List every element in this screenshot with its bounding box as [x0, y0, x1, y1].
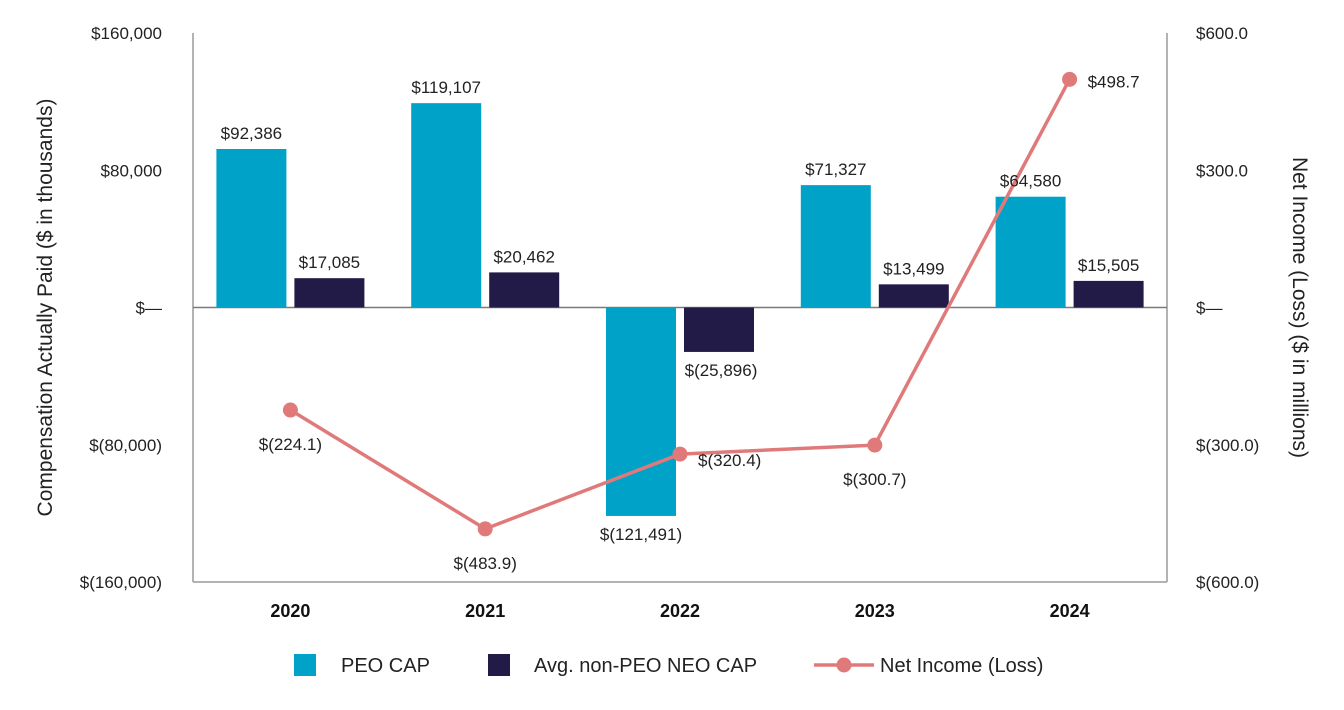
neo-cap-value-label: $15,505	[1078, 256, 1139, 275]
neo-cap-value-label: $13,499	[883, 259, 944, 278]
net-income-point	[867, 437, 883, 453]
right-tick-label: $—	[1196, 299, 1222, 318]
neo-cap-value-label: $17,085	[299, 253, 360, 272]
net-income-point	[477, 521, 493, 537]
net-income-point	[1062, 71, 1078, 87]
right-tick-label: $600.0	[1196, 24, 1248, 43]
right-axis-title: Net Income (Loss) ($ in millions)	[1288, 157, 1311, 458]
legend-label-net-income: Net Income (Loss)	[880, 655, 1043, 677]
neo-cap-bar	[684, 307, 754, 352]
net-income-point	[672, 446, 688, 462]
neo-cap-bar	[1073, 280, 1144, 308]
peo-cap-bar	[606, 307, 676, 516]
peo-cap-value-label: $119,107	[411, 78, 481, 97]
right-tick-label: $300.0	[1196, 161, 1248, 180]
net-income-value-label: $(300.7)	[843, 470, 906, 489]
legend-swatch-neo-cap	[488, 654, 510, 676]
net-income-value-label: $(224.1)	[259, 435, 322, 454]
neo-cap-bar	[878, 284, 949, 308]
peo-cap-bar	[216, 149, 287, 308]
peo-cap-bar	[411, 103, 482, 308]
peo-cap-value-label: $(121,491)	[600, 525, 682, 544]
legend-label-peo-cap: PEO CAP	[341, 655, 430, 677]
net-income-value-label: $498.7	[1088, 72, 1140, 91]
legend-label-neo-cap: Avg. non-PEO NEO CAP	[534, 655, 757, 677]
left-tick-label: $(160,000)	[80, 573, 162, 592]
net-income-value-label: $(320.4)	[698, 451, 761, 470]
peo-cap-value-label: $64,580	[1000, 172, 1061, 191]
category-label: 2022	[660, 601, 700, 621]
legend-swatch-peo-cap	[294, 654, 316, 676]
neo-cap-bar	[294, 278, 365, 308]
left-axis-title: Compensation Actually Paid ($ in thousan…	[34, 99, 57, 517]
left-tick-label: $80,000	[101, 161, 162, 180]
peo-cap-value-label: $92,386	[221, 124, 282, 143]
peo-cap-value-label: $71,327	[805, 160, 866, 179]
category-label: 2023	[855, 601, 895, 621]
left-tick-label: $—	[136, 299, 162, 318]
net-income-value-label: $(483.9)	[454, 554, 517, 573]
right-tick-label: $(300.0)	[1196, 436, 1259, 455]
left-tick-label: $(80,000)	[89, 436, 162, 455]
left-tick-label: $160,000	[91, 24, 162, 43]
right-tick-label: $(600.0)	[1196, 573, 1259, 592]
neo-cap-value-label: $(25,896)	[685, 361, 758, 380]
category-label: 2024	[1050, 601, 1090, 621]
neo-cap-bar	[489, 272, 560, 308]
legend-marker-net-income	[836, 657, 852, 673]
neo-cap-value-label: $20,462	[493, 247, 554, 266]
peo-cap-bar	[800, 185, 871, 308]
category-label: 2021	[465, 601, 505, 621]
peo-cap-bar	[995, 196, 1066, 308]
net-income-point	[282, 402, 298, 418]
category-label: 2020	[270, 601, 310, 621]
